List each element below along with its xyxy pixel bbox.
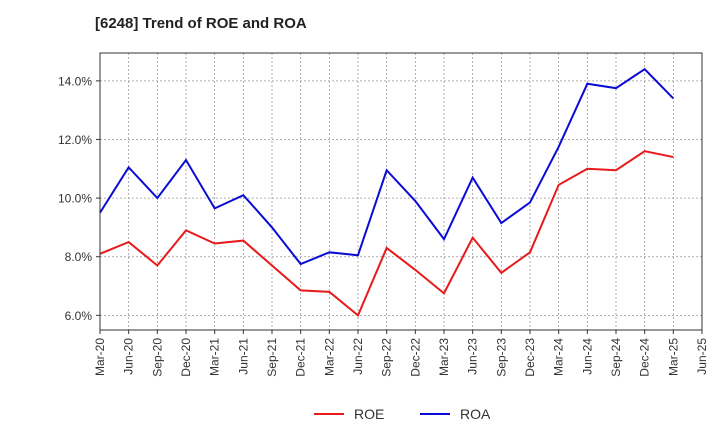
legend: ROE ROA xyxy=(314,406,491,422)
y-tick-label: 6.0% xyxy=(65,309,93,323)
x-tick-label: Sep-20 xyxy=(150,338,164,377)
x-tick-label: Dec-24 xyxy=(638,338,652,377)
x-tick-label: Sep-23 xyxy=(494,338,508,377)
x-tick-label: Jun-25 xyxy=(695,338,709,375)
series-line-roe xyxy=(99,150,674,317)
x-tick-label: Mar-20 xyxy=(93,338,107,376)
x-tick-label: Jun-24 xyxy=(580,338,594,375)
x-tick-label: Sep-24 xyxy=(609,338,623,377)
x-tick-label: Mar-22 xyxy=(322,338,336,376)
x-tick-label: Dec-20 xyxy=(179,338,193,377)
y-tick-label: 8.0% xyxy=(65,250,93,264)
x-tick-label: Sep-21 xyxy=(265,338,279,377)
series-lines xyxy=(99,67,675,317)
chart-title: [6248] Trend of ROE and ROA xyxy=(95,15,307,32)
y-tick-label: 10.0% xyxy=(58,192,92,206)
x-tick-label: Jun-20 xyxy=(122,338,136,375)
x-tick-label: Jun-23 xyxy=(466,338,480,375)
x-tick-label: Jun-21 xyxy=(236,338,250,375)
x-tick-label: Dec-22 xyxy=(408,338,422,377)
legend-label-roe: ROE xyxy=(354,406,384,422)
plot-border xyxy=(99,52,703,331)
y-axis: 6.0% 8.0% 10.0% 12.0% 14.0% xyxy=(58,74,100,323)
x-tick-label: Dec-21 xyxy=(294,338,308,377)
x-axis: Mar-20 Jun-20 Sep-20 Dec-20 Mar-21 Jun-21 Sep-… xyxy=(93,330,709,377)
x-tick-label: Mar-23 xyxy=(437,338,451,376)
x-tick-label: Sep-22 xyxy=(380,338,394,377)
plot-frame xyxy=(99,52,703,331)
x-tick-label: Mar-25 xyxy=(666,338,680,376)
x-tick-label: Jun-22 xyxy=(351,338,365,375)
x-tick-label: Dec-23 xyxy=(523,338,537,377)
y-tick-label: 14.0% xyxy=(58,74,92,88)
grid-lines xyxy=(100,53,702,330)
x-tick-label: Mar-24 xyxy=(552,338,566,376)
y-tick-label: 12.0% xyxy=(58,133,92,147)
legend-label-roa: ROA xyxy=(460,406,491,422)
series-line-roa xyxy=(99,67,675,266)
x-tick-label: Mar-21 xyxy=(208,338,222,376)
